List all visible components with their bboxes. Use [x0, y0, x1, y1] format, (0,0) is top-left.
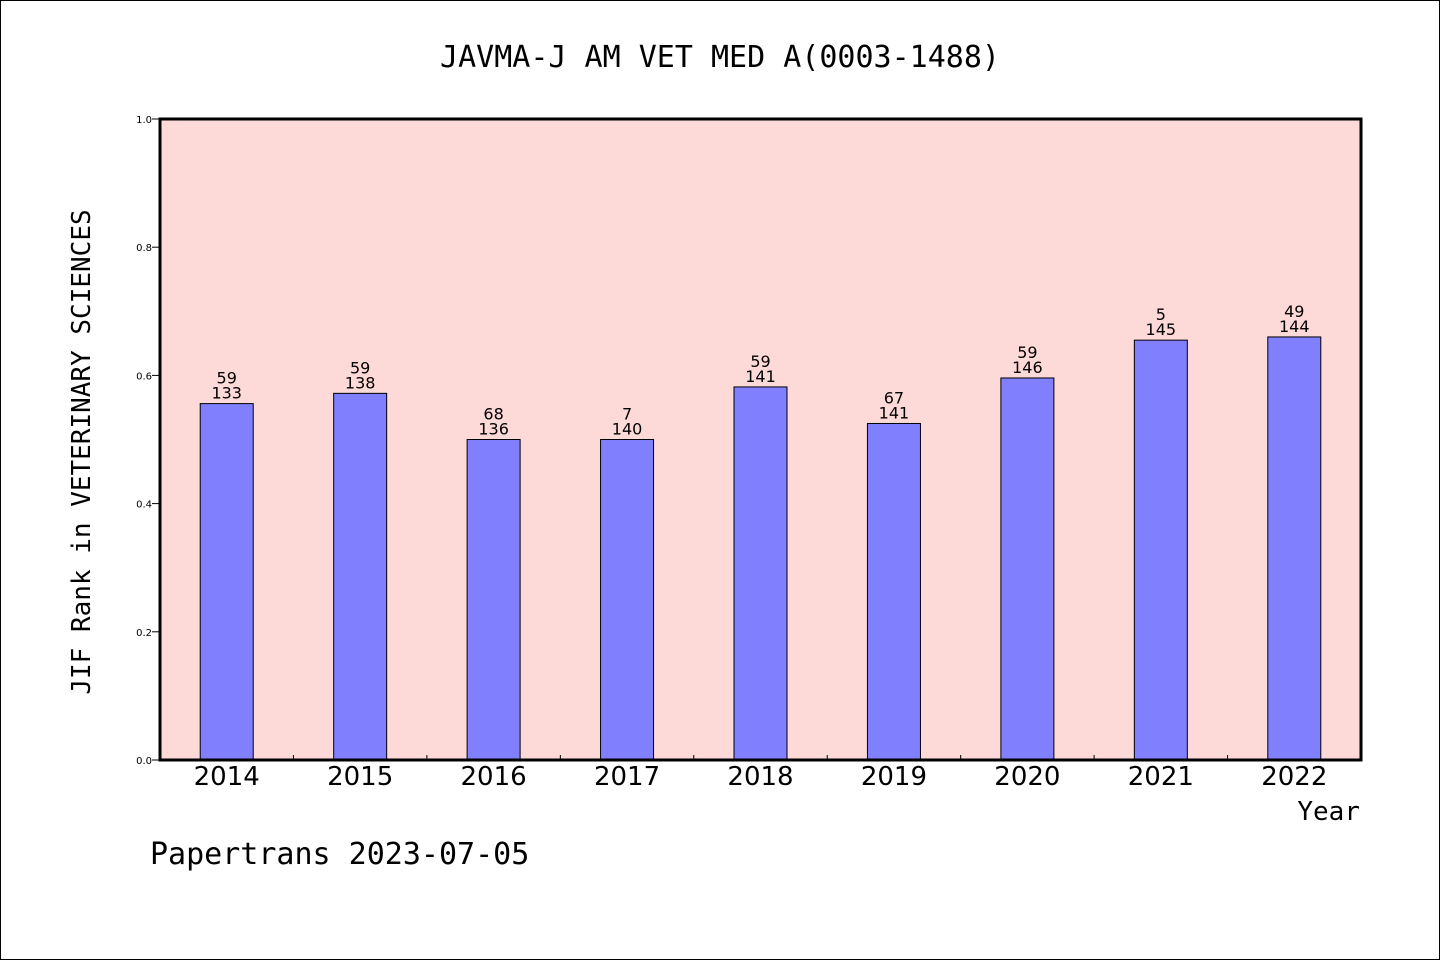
- x-axis-label: Year: [1297, 797, 1360, 827]
- y-tick-label: 0.4: [136, 500, 152, 511]
- bar-rank-label: 49: [1284, 302, 1304, 321]
- plot-border: [158, 117, 1363, 762]
- x-tick-label: 2014: [194, 762, 260, 792]
- bar-2020: [1000, 377, 1055, 761]
- x-tick-label: 2019: [861, 762, 927, 792]
- bar-2018: [733, 386, 788, 761]
- x-tick-label: 2015: [327, 762, 393, 792]
- bar-total-label: 138: [345, 373, 376, 392]
- bar-2017: [600, 439, 655, 761]
- y-tick-label: 0.8: [136, 243, 152, 254]
- chart-title: JAVMA-J AM VET MED A(0003-1488): [440, 40, 1000, 75]
- axis-layer: 0.0 0.2 0.4 0.6 0.8 1.0 2014 2015 2016 2017 2018 20…: [136, 115, 1327, 792]
- x-tick-label: 2021: [1128, 762, 1194, 792]
- bar-total-label: 140: [612, 420, 643, 439]
- bar-rank-label: 59: [750, 352, 770, 371]
- bar-2016: [466, 439, 521, 761]
- y-axis-label: JIF Rank in VETERINARY SCIENCES: [67, 209, 97, 694]
- y-tick-label: 0.0: [136, 756, 152, 767]
- bar-rank-label: 59: [1017, 343, 1037, 362]
- bar-total-label: 136: [478, 420, 509, 439]
- x-tick-label: 2016: [461, 762, 527, 792]
- bar-rank-label: 59: [350, 358, 370, 377]
- bar-rank-label: 68: [483, 405, 503, 424]
- x-tick-label: 2018: [727, 762, 793, 792]
- bar-2022: [1267, 336, 1322, 761]
- y-tick-label: 1.0: [136, 115, 152, 126]
- bar-2014: [199, 403, 254, 761]
- bar-rank-label: 59: [217, 369, 237, 388]
- x-tick-label: 2017: [594, 762, 660, 792]
- bar-2021: [1133, 339, 1188, 761]
- bar-2015: [333, 392, 388, 761]
- bar-total-label: 141: [879, 403, 910, 422]
- bar-total-label: 144: [1279, 317, 1310, 336]
- bars-layer: 5913359138681367140591416714159146514549…: [199, 302, 1322, 761]
- bar-rank-label: 7: [622, 405, 632, 424]
- bar-total-label: 145: [1146, 320, 1177, 339]
- bar-total-label: 146: [1012, 358, 1043, 377]
- y-tick-label: 0.6: [136, 371, 152, 382]
- bar-total-label: 141: [745, 367, 776, 386]
- bar-2019: [866, 422, 921, 761]
- x-tick-label: 2020: [994, 762, 1060, 792]
- bar-total-label: 133: [211, 384, 242, 403]
- y-tick-label: 0.2: [136, 628, 152, 639]
- x-tick-label: 2022: [1261, 762, 1327, 792]
- watermark-text: Papertrans 2023-07-05: [150, 837, 529, 872]
- bar-rank-label: 5: [1156, 305, 1166, 324]
- bar-rank-label: 67: [884, 388, 904, 407]
